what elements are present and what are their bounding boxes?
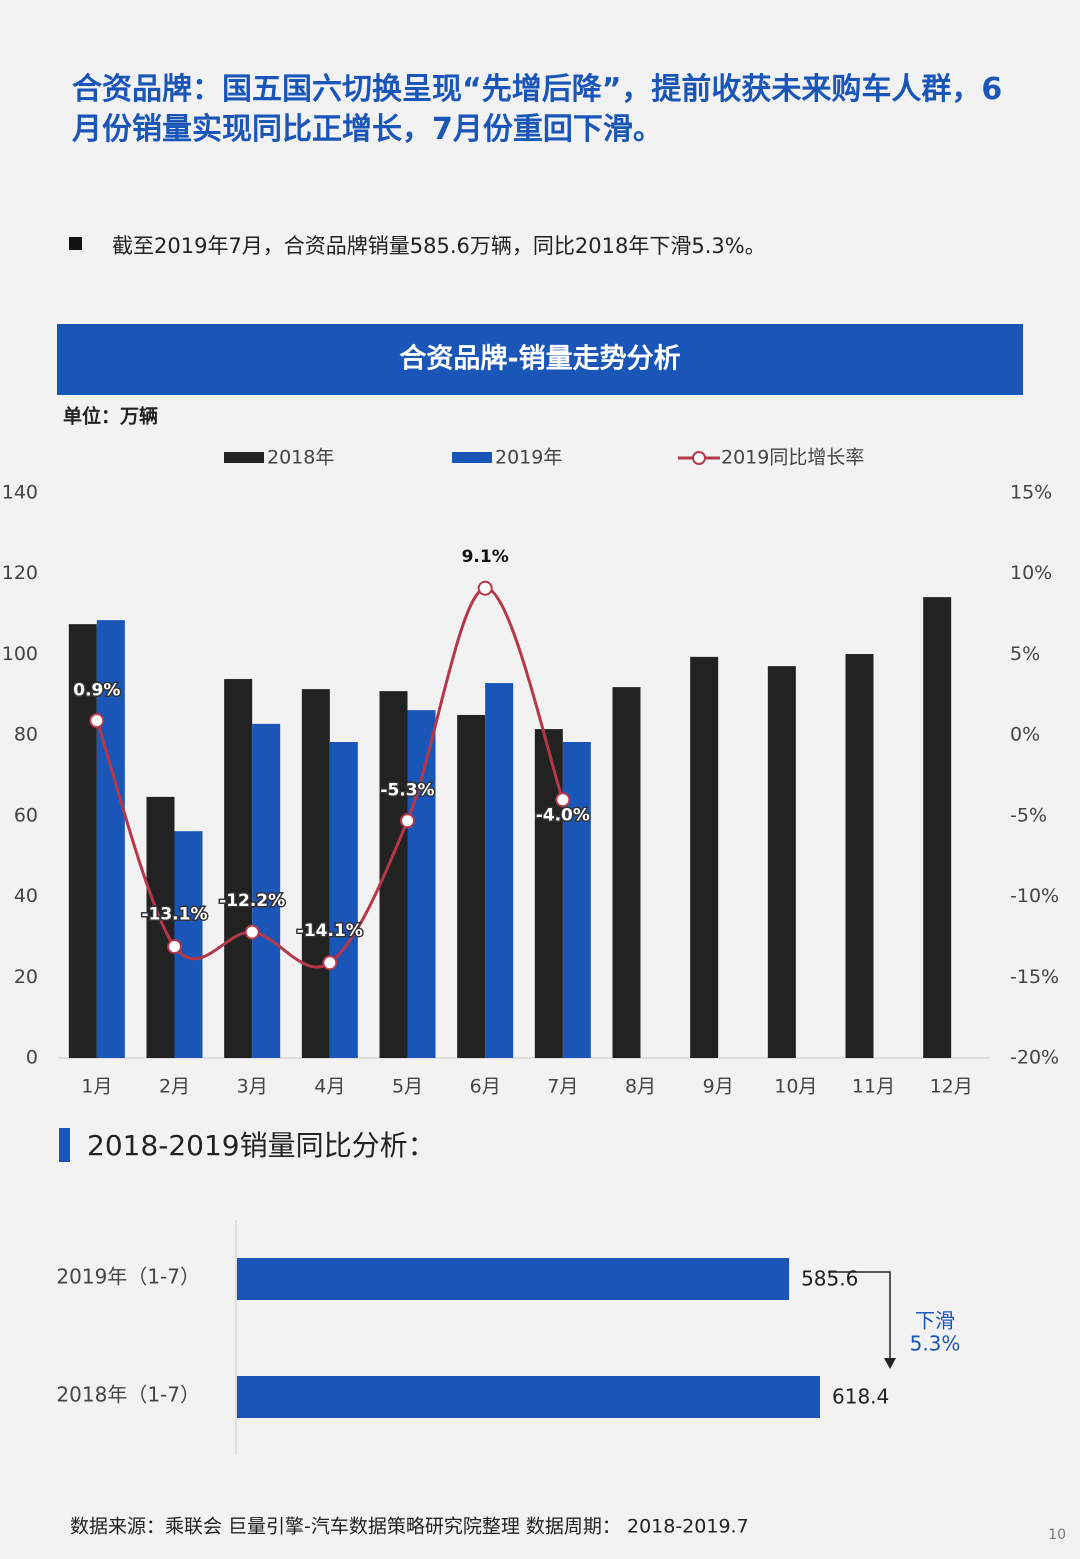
bar bbox=[845, 654, 874, 1058]
line-point bbox=[89, 713, 105, 729]
bar bbox=[68, 624, 97, 1058]
data-label: -14.1% bbox=[297, 921, 363, 941]
y2-tick-label: 10% bbox=[1010, 562, 1052, 584]
section-title: 2018-2019销量同比分析： bbox=[87, 1129, 436, 1162]
y2-tick-label: -5% bbox=[1010, 804, 1047, 826]
x-tick-label: 9月 bbox=[703, 1076, 734, 1098]
x-tick-label: 10月 bbox=[774, 1076, 817, 1098]
footer: 数据来源：乘联会 巨量引擎-汽车数据策略研究院整理 数据周期： 2018-201… bbox=[70, 1516, 749, 1538]
line-point bbox=[167, 939, 182, 955]
y-tick-label: 120 bbox=[2, 562, 38, 584]
bullet-marker bbox=[69, 237, 82, 250]
x-tick-label: 7月 bbox=[547, 1076, 578, 1098]
x-tick-label: 5月 bbox=[392, 1076, 423, 1098]
line-point bbox=[555, 792, 571, 808]
data-label: 9.1% bbox=[462, 547, 509, 567]
line-point bbox=[322, 955, 338, 971]
x-tick-label: 3月 bbox=[237, 1076, 268, 1098]
legend-swatch bbox=[224, 452, 264, 463]
annotation: 5.3% bbox=[910, 1332, 961, 1356]
x-tick-label: 4月 bbox=[314, 1076, 345, 1098]
y2-tick-label: 15% bbox=[1010, 482, 1052, 504]
bar bbox=[457, 714, 486, 1058]
data-label: 0.9% bbox=[73, 681, 120, 701]
y2-tick-label: 5% bbox=[1010, 643, 1040, 665]
x-tick-label: 12月 bbox=[930, 1076, 973, 1098]
data-label: -12.2% bbox=[219, 891, 285, 911]
bar bbox=[237, 1258, 790, 1300]
x-tick-label: 6月 bbox=[470, 1076, 501, 1098]
bar bbox=[534, 729, 563, 1058]
legend-label: 2018年 bbox=[267, 447, 334, 469]
legend-label: 2019同比增长率 bbox=[721, 447, 864, 469]
y2-tick-label: 0% bbox=[1010, 724, 1040, 746]
bar bbox=[252, 723, 281, 1058]
x-tick-label: 2月 bbox=[159, 1076, 190, 1098]
value-label: 585.6 bbox=[801, 1267, 858, 1291]
page-number: 10 bbox=[1048, 1527, 1066, 1543]
y-tick-label: 80 bbox=[14, 724, 38, 746]
bar bbox=[485, 683, 514, 1058]
annotation: 下滑 bbox=[915, 1309, 955, 1333]
bar bbox=[301, 689, 330, 1058]
line-point bbox=[400, 813, 415, 829]
data-label: -4.0% bbox=[536, 806, 590, 826]
bar bbox=[767, 666, 796, 1058]
data-label: -13.1% bbox=[141, 905, 207, 925]
y-tick-label: 40 bbox=[14, 885, 38, 907]
category-label: 2018年（1-7） bbox=[56, 1383, 200, 1407]
category-label: 2019年（1-7） bbox=[56, 1265, 200, 1289]
bar bbox=[237, 1376, 820, 1418]
y-tick-label: 20 bbox=[14, 966, 38, 988]
bar bbox=[690, 656, 719, 1058]
y2-tick-label: -10% bbox=[1010, 885, 1059, 907]
y-tick-label: 0 bbox=[26, 1047, 38, 1069]
bar bbox=[224, 679, 253, 1058]
bar bbox=[96, 620, 125, 1058]
arrow bbox=[828, 1271, 891, 1360]
x-tick-label: 11月 bbox=[852, 1076, 895, 1098]
bullet-text: 截至2019年7月，合资品牌销量585.6万辆，同比2018年下滑5.3%。 bbox=[112, 234, 766, 258]
arrow-head bbox=[884, 1358, 896, 1369]
y2-tick-label: -15% bbox=[1010, 966, 1059, 988]
bar bbox=[923, 597, 952, 1058]
legend-swatch bbox=[692, 451, 706, 465]
data-label: -5.3% bbox=[380, 781, 434, 801]
section-marker bbox=[59, 1128, 70, 1162]
bar bbox=[146, 796, 175, 1058]
chart-title: 合资品牌-销量走势分析 bbox=[399, 343, 680, 375]
legend-label: 2019年 bbox=[495, 447, 562, 469]
x-tick-label: 1月 bbox=[81, 1076, 112, 1098]
bar bbox=[612, 687, 641, 1058]
y2-tick-label: -20% bbox=[1010, 1047, 1059, 1069]
bar bbox=[329, 742, 358, 1058]
y-tick-label: 60 bbox=[14, 804, 38, 826]
y-tick-label: 100 bbox=[2, 643, 38, 665]
chart-banner bbox=[57, 324, 1023, 395]
line-point bbox=[244, 924, 260, 940]
bar bbox=[562, 742, 591, 1058]
x-tick-label: 8月 bbox=[625, 1076, 656, 1098]
line-point bbox=[477, 580, 493, 596]
y-tick-label: 140 bbox=[2, 482, 38, 504]
page-title: 合资品牌：国五国六切换呈现“先增后降”，提前收获未来购车人群，6月份销量实现同比… bbox=[72, 72, 1003, 147]
legend-swatch bbox=[452, 452, 492, 463]
value-label: 618.4 bbox=[832, 1385, 889, 1409]
unit-label: 单位：万辆 bbox=[63, 405, 158, 428]
bar bbox=[407, 710, 436, 1058]
